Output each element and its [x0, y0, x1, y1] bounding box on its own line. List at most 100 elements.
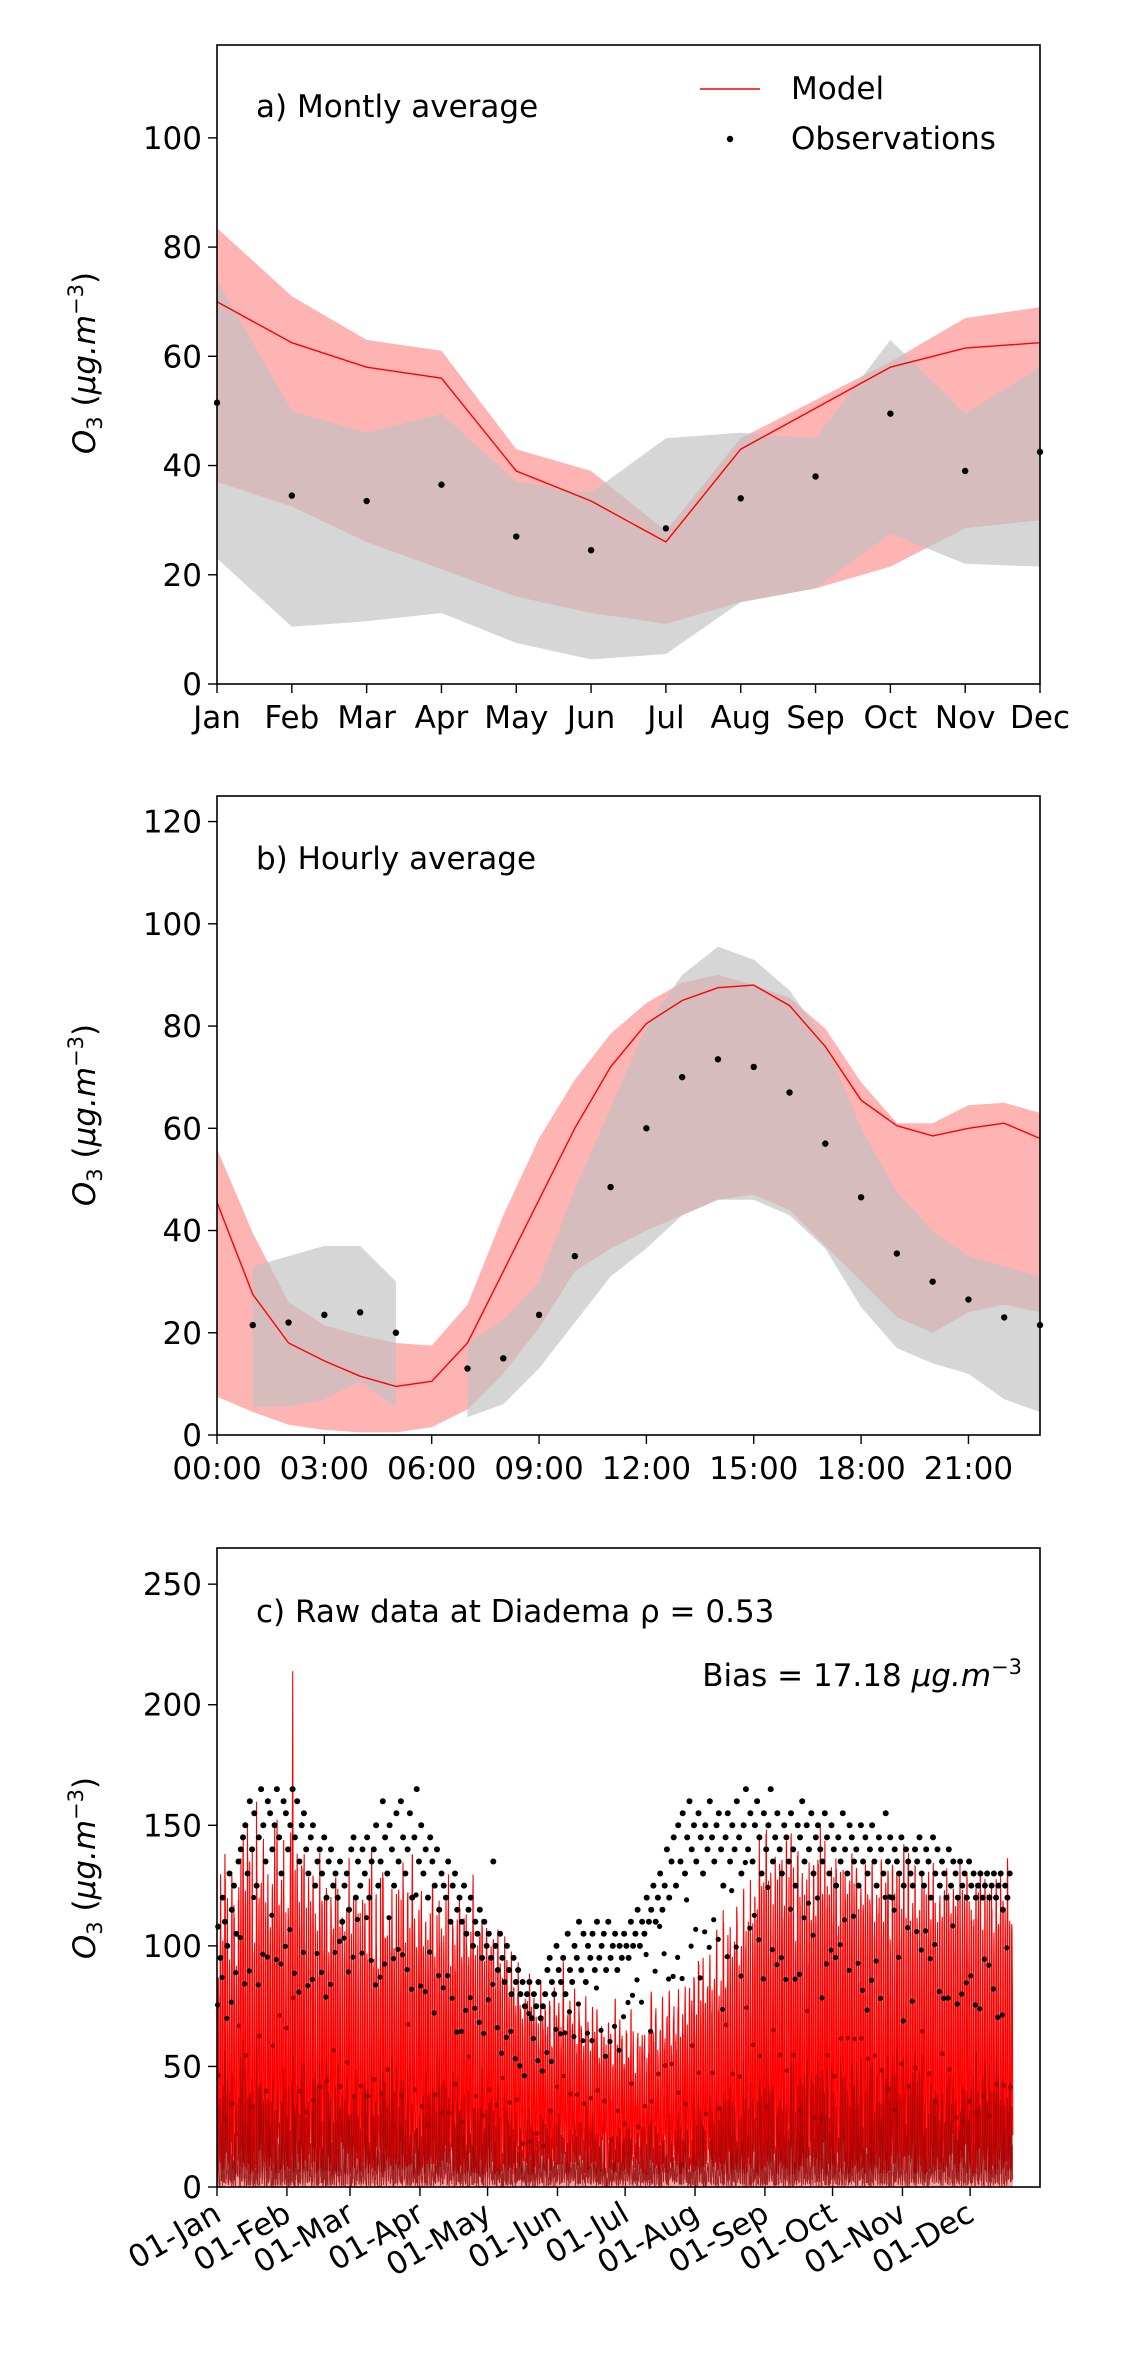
observation-point [981, 1882, 988, 1889]
observation-point [513, 533, 520, 540]
observation-point [476, 2019, 482, 2025]
observation-point [321, 1834, 328, 1841]
observation-point [905, 1925, 911, 1931]
model-hourly-line [216, 1671, 1014, 2175]
observation-point [607, 1183, 614, 1191]
observation-point [438, 1870, 445, 1877]
observation-point [769, 1947, 775, 1953]
observation-point [539, 2068, 545, 2074]
observation-point [280, 1798, 287, 1805]
observation-point [587, 1954, 594, 1961]
observation-point [375, 1882, 382, 1889]
observation-point [240, 1834, 246, 1841]
x-tick-label: Jul [645, 700, 684, 736]
observation-point [415, 1858, 422, 1865]
observation-point [411, 1834, 418, 1841]
panel-c-annotation: c) Raw data at Diadema ρ = 0.53 [256, 1594, 774, 1630]
observation-point [373, 1822, 380, 1829]
observation-point [464, 1365, 471, 1372]
observation-point [714, 1056, 722, 1063]
observation-point [463, 1930, 470, 1937]
observation-point [717, 2106, 722, 2112]
observation-point [661, 1882, 668, 1889]
observation-point [877, 1995, 884, 2001]
observation-point [445, 1973, 451, 1979]
observation-point [760, 1976, 766, 1982]
observation-point [473, 2093, 479, 2099]
observation-point [711, 1917, 717, 1923]
observation-point [561, 2073, 567, 2079]
y-tick-label: 80 [163, 230, 202, 266]
observation-point [914, 1929, 920, 1935]
observation-point [474, 1930, 481, 1937]
observation-point [733, 1944, 739, 1950]
observation-point [269, 1846, 276, 1853]
observation-point [804, 2008, 810, 2014]
observation-point [355, 1858, 361, 1865]
observation-point [264, 1798, 271, 1805]
observation-point [796, 1971, 803, 1977]
observation-point [412, 2087, 418, 2093]
observation-point [801, 1858, 808, 1865]
observation-point [304, 2109, 310, 2115]
observation-point [986, 1894, 993, 1901]
observation-point [296, 1858, 303, 1865]
observation-point [233, 1970, 239, 1976]
observation-point [388, 1846, 395, 1853]
observation-point [1001, 2083, 1006, 2088]
observation-point [282, 1943, 288, 1949]
observation-point [747, 1810, 754, 1817]
observation-point [537, 2015, 544, 2022]
observation-point [429, 1858, 436, 1865]
observation-point [918, 1870, 925, 1877]
observation-point [643, 1894, 650, 1901]
observation-point [706, 1944, 712, 1950]
observation-point [237, 1934, 243, 1941]
observation-point [645, 1918, 652, 1925]
observation-point [267, 1810, 274, 1817]
observation-point [786, 1089, 793, 1096]
axes-frame [216, 795, 1041, 1436]
x-tick-label: Jun [565, 700, 615, 736]
observation-point [650, 1882, 657, 1889]
observation-point [458, 1918, 465, 1925]
observation-point [609, 1942, 616, 1949]
observation-point [997, 1870, 1004, 1877]
observation-point [492, 1942, 499, 1949]
observation-point [391, 1882, 398, 1889]
observation-point [948, 1882, 954, 1889]
observation-point [467, 1894, 474, 1901]
observation-point [893, 1250, 901, 1257]
observation-point [440, 1882, 447, 1889]
x-tick-label: Dec [1010, 700, 1070, 736]
observation-point [512, 2056, 518, 2062]
observation-point [871, 1858, 878, 1865]
observation-point [675, 1822, 682, 1829]
y-tick-label: 0 [182, 667, 202, 703]
observation-point [740, 1822, 747, 1829]
panel-b-bands [217, 946, 1040, 1433]
observation-point [226, 1870, 233, 1877]
observation-point [311, 2097, 316, 2103]
observation-point [377, 1858, 384, 1865]
observation-point [534, 2131, 540, 2136]
observation-point [514, 2097, 519, 2103]
observation-point [777, 2052, 783, 2058]
observation-point [582, 1979, 589, 1985]
observation-point [621, 1930, 628, 1937]
observation-point [580, 2038, 586, 2044]
observation-point [988, 1882, 995, 1889]
observation-point [615, 2108, 621, 2114]
observation-point [616, 2047, 622, 2053]
observation-point [485, 1997, 491, 2003]
observation-point [554, 2084, 560, 2090]
observation-point [918, 1947, 924, 1953]
observation-point [521, 2073, 527, 2079]
observation-point [663, 1846, 670, 1853]
observation-point [625, 1999, 631, 2006]
observation-point [648, 1906, 655, 1913]
observation-point [479, 1954, 486, 1961]
observation-point [794, 1822, 801, 1829]
observation-point [643, 1951, 649, 1958]
observation-point [316, 1846, 323, 1853]
